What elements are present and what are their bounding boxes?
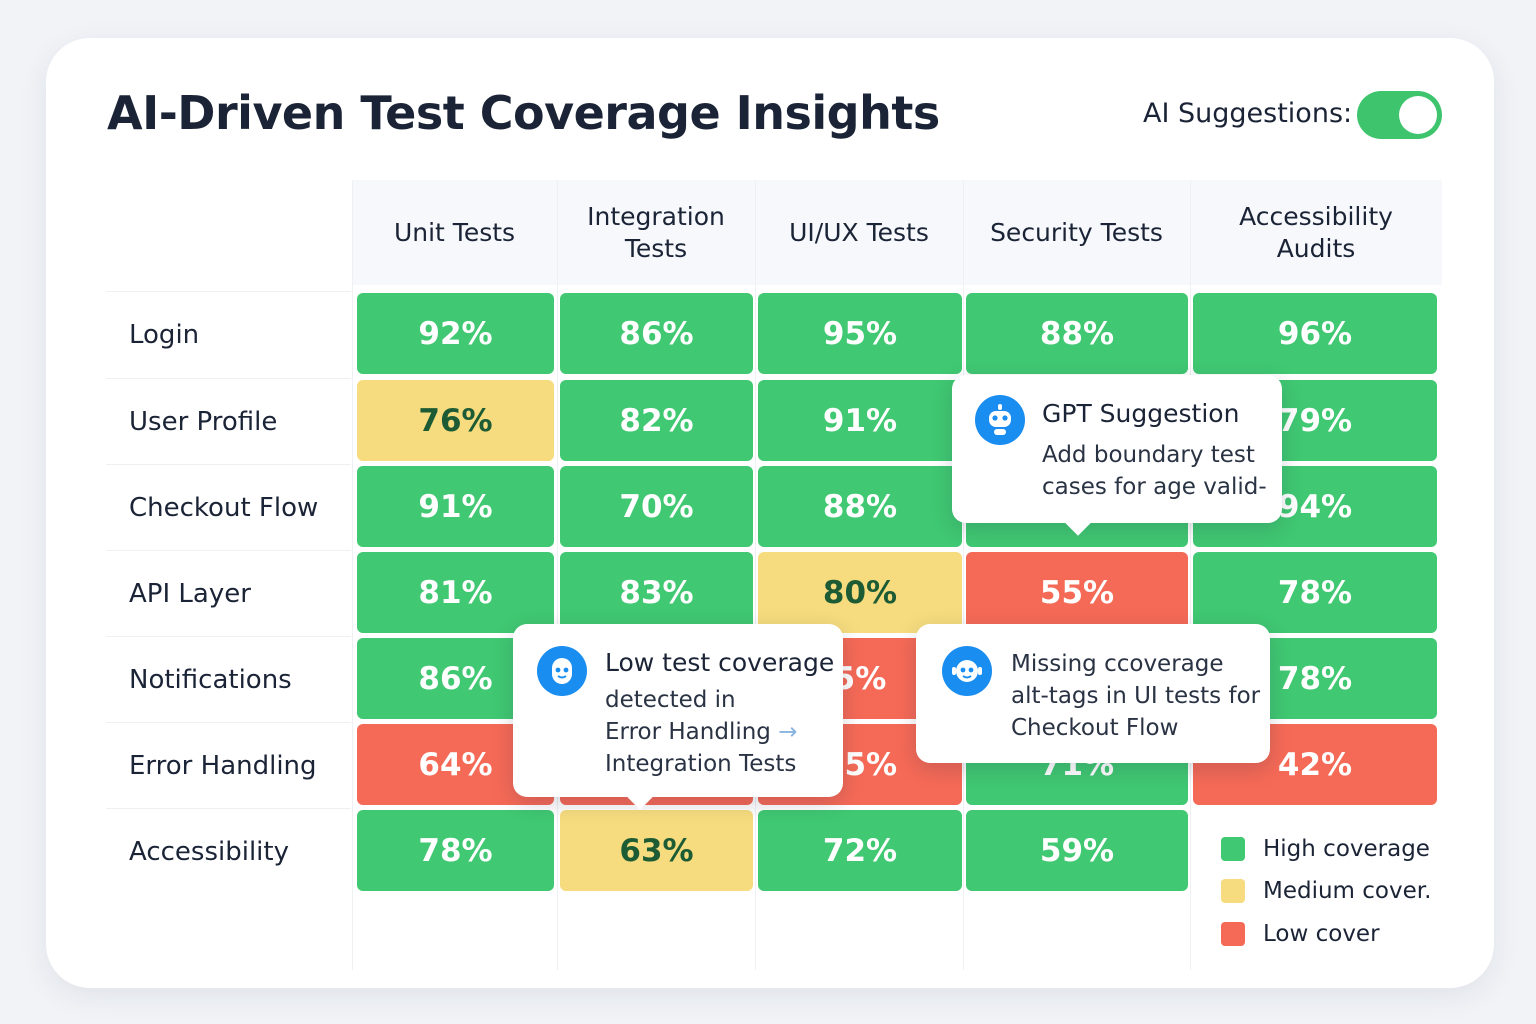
heatmap-cell[interactable]: 88% — [966, 293, 1188, 374]
tooltip-body: Add boundary test cases for age valid- — [1042, 439, 1267, 503]
column-header: Security Tests — [990, 217, 1163, 247]
heatmap-cell[interactable]: 91% — [758, 380, 962, 461]
column-header: UI/UX Tests — [789, 217, 929, 247]
tooltip-body: detected in Error Handling → Integration… — [605, 684, 798, 780]
column-header-bg — [352, 180, 557, 285]
heatmap-cell[interactable]: 86% — [560, 293, 753, 374]
grid-divider — [1190, 180, 1191, 970]
row-header: Accessibility — [106, 808, 351, 894]
heatmap-cell[interactable]: 63% — [560, 810, 753, 891]
legend-item: Low cover — [1221, 921, 1380, 947]
tooltip-line: Add boundary test — [1042, 442, 1255, 468]
toggle-knob — [1399, 96, 1437, 134]
heatmap-cell[interactable]: 78% — [357, 810, 554, 891]
grid-divider — [755, 180, 756, 970]
column-header-bg — [1190, 180, 1442, 285]
grid-divider — [557, 180, 558, 970]
tooltip-title: Low test coverage — [605, 648, 835, 677]
heatmap-cell[interactable]: 72% — [758, 810, 962, 891]
column-header: Integration Tests — [587, 201, 725, 263]
grid-divider — [352, 180, 353, 970]
robot-icon — [942, 646, 992, 696]
column-header-bg — [963, 180, 1190, 285]
ai-suggestions-toggle[interactable] — [1357, 91, 1442, 139]
heatmap-cell[interactable]: 80% — [758, 552, 962, 633]
heatmap-cell[interactable]: 59% — [966, 810, 1188, 891]
heatmap-cell[interactable]: 88% — [758, 466, 962, 547]
legend-swatch-medium — [1221, 879, 1245, 903]
row-header: Checkout Flow — [106, 464, 351, 550]
page-title: AI-Driven Test Coverage Insights — [107, 86, 940, 140]
missing-coverage-tooltip: Missing ccoverage alt-tags in UI tests f… — [916, 624, 1270, 763]
legend-item: High coverage — [1221, 836, 1430, 862]
heatmap-cell[interactable]: 81% — [357, 552, 554, 633]
legend: High coverage Medium cover. Low cover — [1190, 808, 1441, 968]
legend-label: Medium cover. — [1263, 878, 1432, 904]
column-header-bg — [557, 180, 755, 285]
column-header: Accessibility Audits — [1239, 201, 1393, 263]
tooltip-line: cases for age valid- — [1042, 474, 1267, 500]
tooltip-line: Checkout Flow — [1011, 715, 1179, 741]
row-header: API Layer — [106, 550, 351, 636]
heatmap-cell[interactable]: 78% — [1193, 552, 1437, 633]
row-header: Notifications — [106, 636, 351, 722]
row-header: User Profile — [106, 378, 351, 464]
legend-swatch-high — [1221, 837, 1245, 861]
legend-swatch-low — [1221, 922, 1245, 946]
column-header: Unit Tests — [393, 217, 516, 247]
tooltip-line: Error Handling → — [605, 716, 798, 748]
grid-divider — [963, 180, 964, 970]
heatmap-cell[interactable]: 96% — [1193, 293, 1437, 374]
gpt-suggestion-tooltip: GPT Suggestion Add boundary test cases f… — [952, 375, 1282, 536]
tooltip-line: Missing ccoverage — [1011, 651, 1224, 677]
heatmap-cell[interactable]: 92% — [357, 293, 554, 374]
arrow-right-icon: → — [778, 719, 798, 745]
column-header-bg — [755, 180, 963, 285]
robot-icon — [975, 395, 1025, 445]
heatmap-cell[interactable]: 95% — [758, 293, 962, 374]
tooltip-line: Integration Tests — [605, 751, 797, 777]
heatmap-cell[interactable]: 55% — [966, 552, 1188, 633]
tooltip-body: Missing ccoverage alt-tags in UI tests f… — [1011, 648, 1260, 744]
tooltip-line: detected in — [605, 687, 736, 713]
legend-item: Medium cover. — [1221, 878, 1431, 904]
tooltip-line: alt-tags in UI tests for — [1011, 683, 1261, 709]
low-coverage-tooltip: Low test coverage detected in Error Hand… — [513, 624, 843, 810]
heatmap-cell[interactable]: 82% — [560, 380, 753, 461]
tooltip-line-text: Error Handling — [605, 719, 771, 745]
heatmap-cell[interactable]: 83% — [560, 552, 753, 633]
legend-label: Low cover — [1263, 921, 1380, 947]
row-header: Error Handling — [106, 722, 351, 808]
heatmap-cell[interactable]: 70% — [560, 466, 753, 547]
heatmap-cell[interactable]: 76% — [357, 380, 554, 461]
ai-suggestions-label: AI Suggestions: — [1143, 98, 1353, 129]
robot-icon — [537, 646, 587, 696]
legend-label: High coverage — [1263, 836, 1430, 862]
heatmap-cell[interactable]: 91% — [357, 466, 554, 547]
tooltip-title: GPT Suggestion — [1042, 399, 1240, 428]
row-header: Login — [106, 291, 351, 377]
